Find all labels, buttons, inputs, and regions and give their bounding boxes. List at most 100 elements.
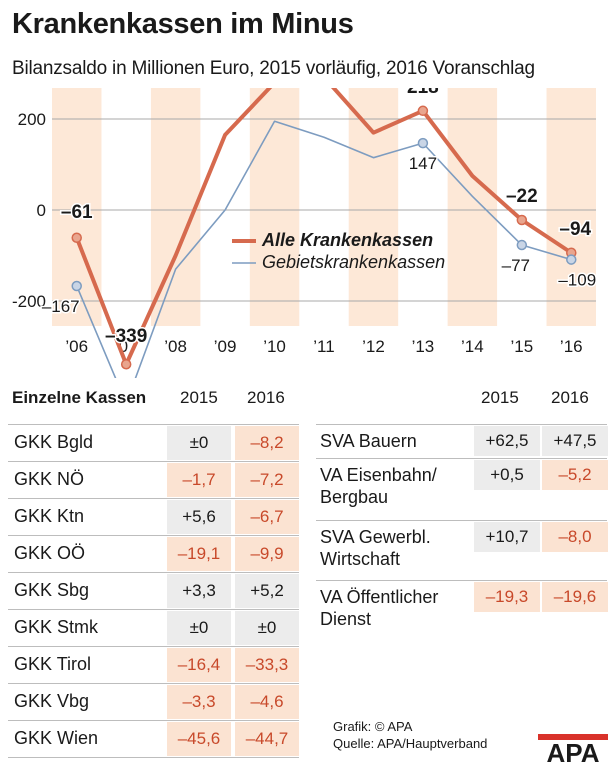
row-divider — [8, 646, 299, 647]
cell-2015: +3,3 — [167, 574, 231, 608]
background-band — [447, 88, 498, 326]
background-band — [249, 88, 300, 326]
data-label: –22 — [506, 186, 538, 207]
data-label: –339 — [105, 326, 147, 347]
series-line-1 — [74, 88, 573, 367]
cell-2015: –3,3 — [167, 685, 231, 719]
cell-2016: –8,0 — [542, 522, 608, 552]
row-label: GKK NÖ — [14, 469, 85, 489]
row-label: GKK OÖ — [14, 543, 86, 563]
apa-logo-text: APA — [547, 738, 600, 764]
apa-logo: APA — [538, 734, 608, 764]
cell-2015: +62,5 — [474, 426, 540, 456]
cell-2016: –7,2 — [235, 463, 299, 497]
data-label: 147 — [409, 154, 437, 173]
row-divider — [8, 757, 299, 758]
row-divider — [8, 498, 299, 499]
cell-2016: –33,3 — [235, 648, 299, 682]
row-label: VA Öffentlicher — [320, 587, 439, 607]
row-label: GKK Vbg — [14, 691, 90, 711]
background-band — [348, 88, 399, 326]
cell-2016: –4,6 — [235, 685, 299, 719]
y-tick-label: 200 — [18, 110, 46, 129]
cell-2016: –19,6 — [542, 582, 608, 612]
data-label: –77 — [502, 256, 530, 275]
table-header-2016: 2016 — [247, 388, 285, 407]
cell-2015: –1,7 — [167, 463, 231, 497]
x-tick-label: ’11 — [313, 337, 334, 356]
cell-2015: –45,6 — [167, 722, 231, 756]
row-divider — [8, 609, 299, 610]
page-title: Krankenkassen im Minus — [12, 8, 354, 40]
chart-subtitle: Bilanzsaldo in Millionen Euro, 2015 vorl… — [12, 58, 535, 79]
cell-2015: –19,1 — [167, 537, 231, 571]
row-label-line2: Wirtschaft — [320, 549, 401, 569]
row-label-line2: Dienst — [320, 609, 372, 629]
x-tick-label: ’14 — [461, 337, 484, 356]
row-divider — [8, 535, 299, 536]
row-divider — [316, 458, 607, 459]
data-point — [417, 105, 429, 117]
row-divider — [8, 683, 299, 684]
data-point — [516, 239, 528, 251]
cell-2015: +5,6 — [167, 500, 231, 534]
data-label: –109 — [558, 271, 596, 290]
row-label: VA Eisenbahn/ — [320, 465, 437, 485]
data-point — [566, 254, 577, 265]
line-chart: 4002000-200-400’06’07’08’09’10’11’12’13’… — [12, 88, 598, 378]
data-point — [516, 214, 528, 226]
data-point — [417, 137, 429, 149]
row-label: SVA Bauern — [320, 431, 417, 451]
cell-2015: –16,4 — [167, 648, 231, 682]
row-label: GKK Stmk — [14, 617, 99, 637]
footer-credits: Grafik: © APA Quelle: APA/Hauptverband — [333, 718, 487, 752]
x-tick-label: ’10 — [263, 337, 286, 356]
row-divider — [8, 720, 299, 721]
x-tick-label: ’13 — [412, 337, 435, 356]
table-header-2015-right: 2015 — [481, 388, 519, 407]
background-band — [150, 88, 201, 326]
legend-label: Gebietskrankenkassen — [262, 252, 445, 272]
table-header-2016-right: 2016 — [551, 388, 589, 407]
row-label: GKK Sbg — [14, 580, 90, 600]
cell-2016: ±0 — [235, 611, 299, 645]
data-point — [71, 280, 82, 292]
x-tick-label: ’09 — [214, 337, 237, 356]
y-tick-label: -200 — [12, 292, 46, 311]
cell-2016: +5,2 — [235, 574, 299, 608]
row-divider — [8, 424, 299, 425]
table-header-kassen: Einzelne Kassen — [12, 388, 147, 407]
cell-2015: ±0 — [167, 611, 231, 645]
y-tick-label: 0 — [37, 201, 46, 220]
x-tick-label: ’06 — [65, 337, 88, 356]
row-label: GKK Ktn — [14, 506, 85, 526]
cell-2015: +10,7 — [474, 522, 540, 552]
data-label: –61 — [61, 202, 93, 223]
row-divider — [316, 424, 607, 425]
data-label: –167 — [42, 297, 80, 316]
row-label: SVA Gewerbl. — [320, 527, 431, 547]
x-tick-label: ’16 — [560, 337, 583, 356]
row-label: GKK Wien — [14, 728, 99, 748]
cell-2015: ±0 — [167, 426, 231, 460]
x-tick-label: ’12 — [362, 337, 385, 356]
row-divider — [316, 580, 607, 581]
series-line-2 — [75, 120, 572, 378]
footer-grafik: Grafik: © APA — [333, 719, 413, 734]
cell-2015: –19,3 — [474, 582, 540, 612]
row-divider — [8, 572, 299, 573]
data-point — [71, 232, 82, 244]
table-header-2015: 2015 — [180, 388, 218, 407]
x-tick-label: ’15 — [510, 337, 533, 356]
row-label: GKK Bgld — [14, 432, 94, 452]
cell-2015: +0,5 — [474, 460, 540, 490]
row-divider — [316, 520, 607, 521]
x-tick-label: ’08 — [164, 337, 187, 356]
row-divider — [8, 461, 299, 462]
data-label: 218 — [407, 88, 439, 98]
row-label-line2: Bergbau — [320, 487, 389, 507]
footer-quelle: Quelle: APA/Hauptverband — [333, 736, 488, 751]
cell-2016: –8,2 — [235, 426, 299, 460]
row-label: GKK Tirol — [14, 654, 92, 674]
cell-2016: –5,2 — [542, 460, 608, 490]
